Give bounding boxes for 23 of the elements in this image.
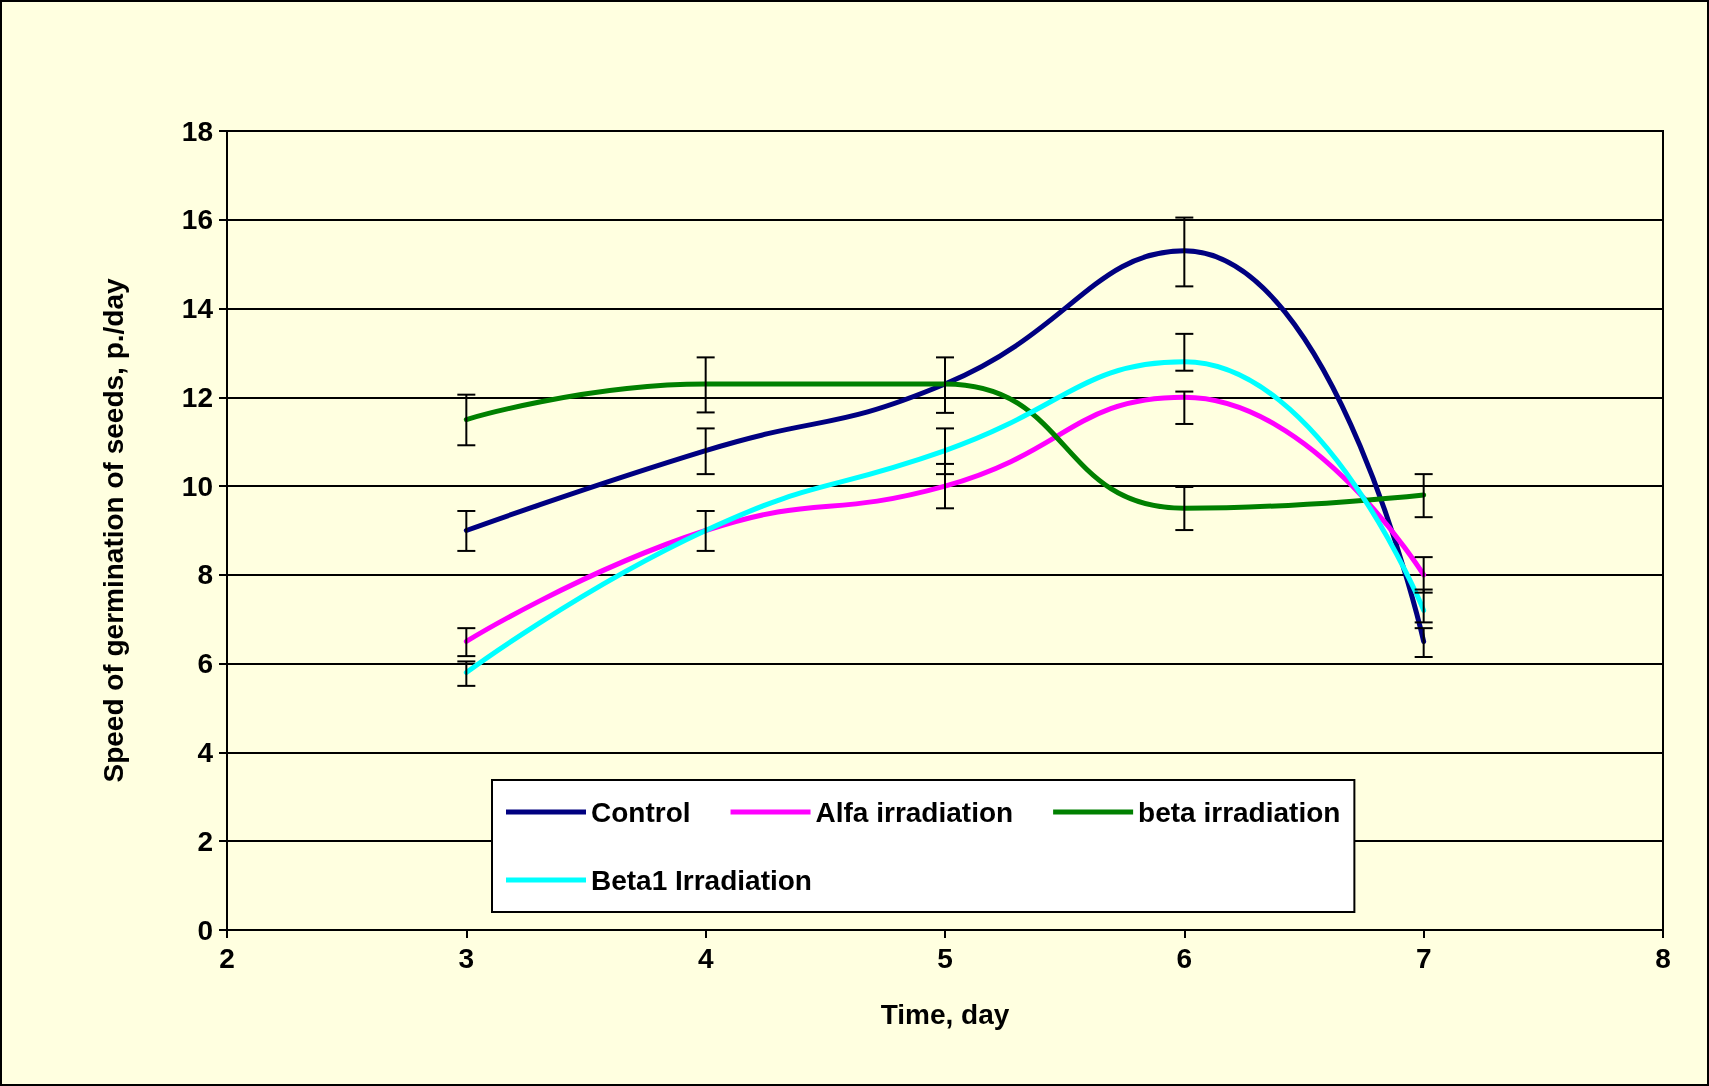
x-tick-label: 3: [458, 942, 475, 974]
y-tick-label: 18: [181, 115, 213, 147]
x-tick-label: 5: [937, 942, 953, 974]
y-tick-label: 4: [197, 736, 214, 768]
x-tick-label: 7: [1415, 942, 1432, 974]
y-tick-label: 6: [197, 648, 213, 680]
y-axis-title: Speed of germination of seeds, p./day: [97, 278, 129, 783]
x-tick-label: 6: [1176, 942, 1193, 974]
y-tick-label: 14: [181, 293, 214, 325]
y-tick-label: 0: [197, 914, 213, 946]
x-axis-title: Time, day: [880, 998, 1010, 1030]
legend-label: Control: [591, 796, 691, 828]
legend-label: Alfa irradiation: [815, 796, 1014, 828]
x-tick-label: 4: [697, 942, 714, 974]
y-tick-label: 10: [181, 470, 213, 502]
legend-label: Beta1 Irradiation: [591, 864, 812, 896]
y-tick-label: 8: [197, 559, 213, 591]
x-tick-label: 8: [1655, 942, 1671, 974]
y-tick-label: 12: [181, 381, 213, 413]
legend-label: beta irradiation: [1138, 796, 1341, 828]
y-tick-label: 2: [197, 825, 213, 857]
y-tick-label: 16: [181, 204, 213, 236]
x-tick-label: 2: [219, 942, 235, 974]
